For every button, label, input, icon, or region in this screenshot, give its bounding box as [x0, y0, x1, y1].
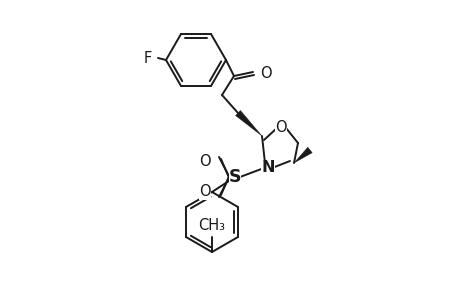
Text: O: O	[199, 184, 211, 200]
Text: F: F	[143, 50, 151, 65]
Text: CH₃: CH₃	[198, 218, 225, 233]
Text: O: O	[259, 65, 271, 80]
Polygon shape	[235, 110, 262, 136]
Text: O: O	[199, 154, 211, 169]
Text: O: O	[274, 121, 286, 136]
Text: S: S	[228, 168, 241, 186]
Polygon shape	[293, 147, 312, 163]
Text: N: N	[261, 160, 274, 175]
